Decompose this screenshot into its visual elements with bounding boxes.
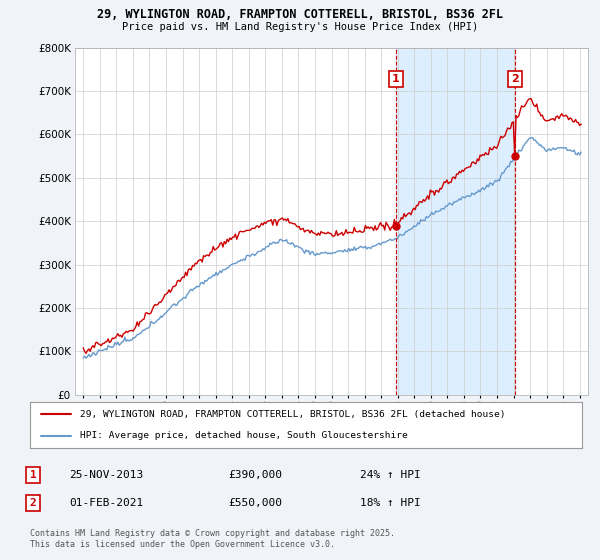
Text: Price paid vs. HM Land Registry's House Price Index (HPI): Price paid vs. HM Land Registry's House …	[122, 22, 478, 32]
Text: £550,000: £550,000	[228, 498, 282, 508]
Text: 1: 1	[392, 74, 400, 84]
Bar	[396, 48, 515, 395]
Text: 01-FEB-2021: 01-FEB-2021	[69, 498, 143, 508]
Text: £390,000: £390,000	[228, 470, 282, 480]
Text: 25-NOV-2013: 25-NOV-2013	[69, 470, 143, 480]
Text: 1: 1	[29, 470, 37, 480]
Text: 24% ↑ HPI: 24% ↑ HPI	[360, 470, 421, 480]
Text: 29, WYLINGTON ROAD, FRAMPTON COTTERELL, BRISTOL, BS36 2FL: 29, WYLINGTON ROAD, FRAMPTON COTTERELL, …	[97, 8, 503, 21]
Text: HPI: Average price, detached house, South Gloucestershire: HPI: Average price, detached house, Sout…	[80, 431, 407, 440]
Text: 2: 2	[29, 498, 37, 508]
Text: 29, WYLINGTON ROAD, FRAMPTON COTTERELL, BRISTOL, BS36 2FL (detached house): 29, WYLINGTON ROAD, FRAMPTON COTTERELL, …	[80, 410, 505, 419]
Text: Contains HM Land Registry data © Crown copyright and database right 2025.
This d: Contains HM Land Registry data © Crown c…	[30, 529, 395, 549]
Text: 2: 2	[511, 74, 519, 84]
Text: 18% ↑ HPI: 18% ↑ HPI	[360, 498, 421, 508]
